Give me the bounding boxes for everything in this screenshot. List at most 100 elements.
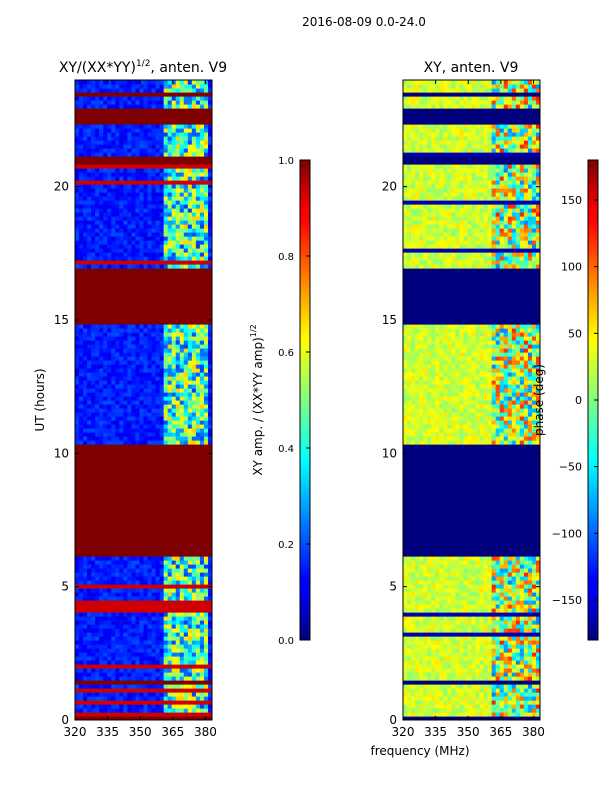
heatmap-cell [119, 240, 124, 245]
heatmap-cell [155, 396, 161, 401]
heatmap-cell [95, 592, 100, 597]
heatmap-cell [91, 164, 96, 169]
heatmap-cell [195, 696, 201, 701]
heatmap-cell [83, 152, 88, 157]
heatmap-cell [167, 360, 173, 365]
heatmap-cell [207, 560, 212, 565]
heatmap-cell [199, 208, 205, 213]
heatmap-cell [91, 216, 96, 221]
heatmap-cell [111, 384, 116, 389]
heatmap-cell [139, 588, 145, 593]
heatmap-cell [139, 336, 145, 341]
heatmap-cell [507, 600, 513, 605]
heatmap-cell [199, 624, 205, 629]
heatmap-cell [87, 648, 92, 653]
heatmap-cell [175, 100, 181, 105]
heatmap-cell [99, 436, 104, 441]
heatmap-cell [155, 692, 161, 697]
heatmap-cell [159, 144, 165, 149]
heatmap-cell [515, 700, 521, 705]
heatmap-cell [111, 236, 116, 241]
heatmap-cell [151, 600, 157, 605]
heatmap-cell [471, 608, 477, 613]
heatmap-cell [87, 408, 92, 413]
heatmap-cell [175, 568, 181, 573]
heatmap-cell [147, 592, 153, 597]
heatmap-cell [123, 184, 128, 189]
heatmap-cell [107, 364, 112, 369]
heatmap-cell [123, 152, 128, 157]
heatmap-cell [415, 616, 420, 621]
heatmap-cell [467, 696, 473, 701]
heatmap-cell [123, 632, 128, 637]
heatmap-cell [159, 128, 165, 133]
heatmap-cell [427, 588, 432, 593]
heatmap-cell [187, 188, 193, 193]
heatmap-cell [207, 412, 212, 417]
heatmap-cell [427, 684, 432, 689]
heatmap-cell [511, 588, 517, 593]
heatmap-cell [167, 656, 173, 661]
heatmap-cell [123, 240, 128, 245]
heatmap-cell [127, 216, 133, 221]
heatmap-cell [207, 656, 212, 661]
heatmap-cell [179, 616, 185, 621]
heatmap-cell [111, 128, 116, 133]
heatmap-cell [463, 664, 469, 669]
heatmap-cell [203, 168, 209, 173]
heatmap-cell [179, 676, 185, 681]
heatmap-cell [139, 96, 145, 101]
heatmap-cell [159, 432, 165, 437]
heatmap-cell [103, 200, 108, 205]
heatmap-cell [119, 324, 124, 329]
heatmap-cell [119, 692, 124, 697]
heatmap-cell [427, 708, 432, 713]
heatmap-cell [151, 564, 157, 569]
heatmap-cell [107, 144, 112, 149]
heatmap-cell [87, 200, 92, 205]
heatmap-cell [179, 692, 185, 697]
heatmap-cell [479, 636, 485, 641]
heatmap-cell [83, 688, 88, 693]
heatmap-cell [91, 172, 96, 177]
heatmap-cell [75, 424, 80, 429]
heatmap-cell [127, 712, 133, 717]
heatmap-cell [131, 576, 137, 581]
heatmap-cell [171, 184, 177, 189]
heatmap-cell [171, 232, 177, 237]
heatmap-cell [95, 208, 100, 213]
heatmap-cell [83, 404, 88, 409]
heatmap-cell [187, 588, 193, 593]
heatmap-cell [131, 148, 137, 153]
heatmap-cell [207, 396, 212, 401]
heatmap-cell [151, 356, 157, 361]
heatmap-cell [147, 576, 153, 581]
heatmap-cell [91, 568, 96, 573]
heatmap-cell [403, 600, 408, 605]
heatmap-cell [419, 688, 424, 693]
heatmap-cell [427, 676, 432, 681]
heatmap-cell [111, 688, 116, 693]
heatmap-cell [143, 100, 149, 105]
heatmap-cell [83, 164, 88, 169]
heatmap-cell [131, 336, 137, 341]
heatmap-cell [207, 580, 212, 585]
heatmap-cell [123, 80, 128, 85]
heatmap-cell [151, 640, 157, 645]
heatmap-cell [439, 604, 444, 609]
heatmap-cell [95, 696, 100, 701]
heatmap-cell [115, 152, 120, 157]
heatmap-cell [523, 704, 529, 709]
heatmap-cell [159, 708, 165, 713]
heatmap-cell [75, 236, 80, 241]
heatmap-cell [83, 324, 88, 329]
heatmap-cell [99, 600, 104, 605]
heatmap-cell [167, 168, 173, 173]
heatmap-cell [467, 632, 473, 637]
heatmap-cell [95, 144, 100, 149]
heatmap-cell [87, 560, 92, 565]
heatmap-cell [155, 236, 161, 241]
heatmap-cell [99, 324, 104, 329]
heatmap-cell [163, 228, 169, 233]
heatmap-cell [167, 408, 173, 413]
